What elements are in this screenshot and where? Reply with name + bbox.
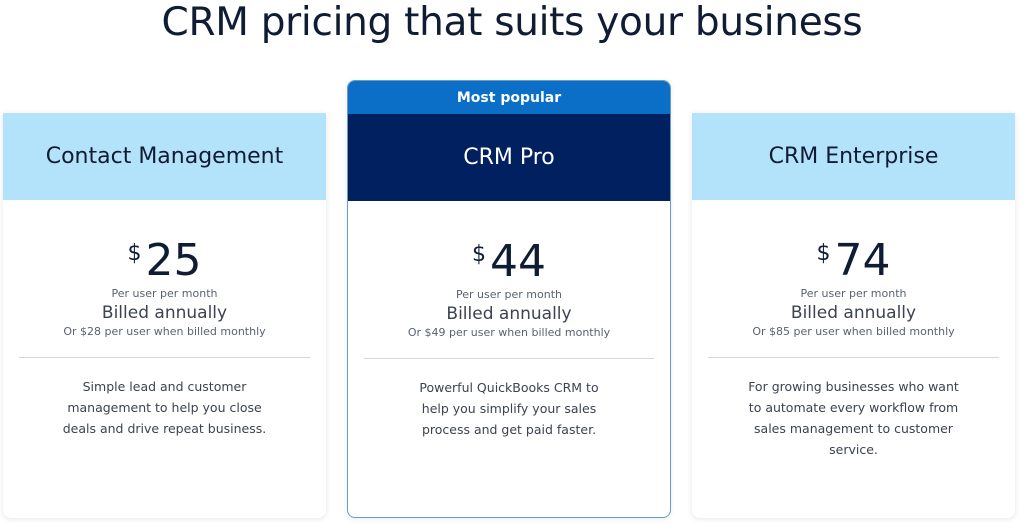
plan-name: CRM Enterprise (692, 113, 1015, 200)
plan-description: Powerful QuickBooks CRM to help you simp… (419, 380, 599, 437)
plan-description: For growing businesses who want to autom… (748, 379, 959, 457)
plan-name: CRM Pro (348, 114, 670, 201)
price-amount: 74 (834, 235, 891, 286)
plan-description: Simple lead and customer management to h… (62, 379, 267, 436)
price-unit: Per user per month (800, 287, 907, 300)
divider (364, 358, 654, 359)
price-amount: 44 (490, 236, 546, 287)
price-unit: Per user per month (111, 287, 218, 300)
plan-card-contact-management[interactable]: Contact Management $ 25 Per user per mon… (3, 113, 326, 518)
divider (708, 357, 999, 358)
currency-symbol: $ (816, 241, 831, 266)
plan-card-crm-enterprise[interactable]: CRM Enterprise $ 74 Per user per month B… (692, 113, 1015, 518)
billing-period: Billed annually (101, 303, 228, 323)
price: $ 74 (692, 238, 1015, 284)
monthly-price-note: Or $49 per user when billed monthly (407, 326, 611, 339)
page-title: CRM pricing that suits your business (161, 0, 863, 45)
price: $ 25 (3, 238, 326, 284)
plan-name: Contact Management (3, 113, 326, 200)
currency-symbol: $ (127, 241, 142, 266)
price-amount: 25 (145, 235, 202, 286)
billing-period: Billed annually (446, 304, 572, 324)
billing-period: Billed annually (790, 303, 917, 323)
price-unit: Per user per month (456, 288, 562, 301)
price: $ 44 (348, 239, 670, 285)
divider (19, 357, 310, 358)
most-popular-badge: Most popular (348, 81, 670, 114)
plan-card-crm-pro[interactable]: Most popular CRM Pro $ 44 Per user per m… (347, 80, 671, 518)
monthly-price-note: Or $85 per user when billed monthly (752, 325, 955, 338)
monthly-price-note: Or $28 per user when billed monthly (63, 325, 266, 338)
currency-symbol: $ (472, 242, 486, 267)
